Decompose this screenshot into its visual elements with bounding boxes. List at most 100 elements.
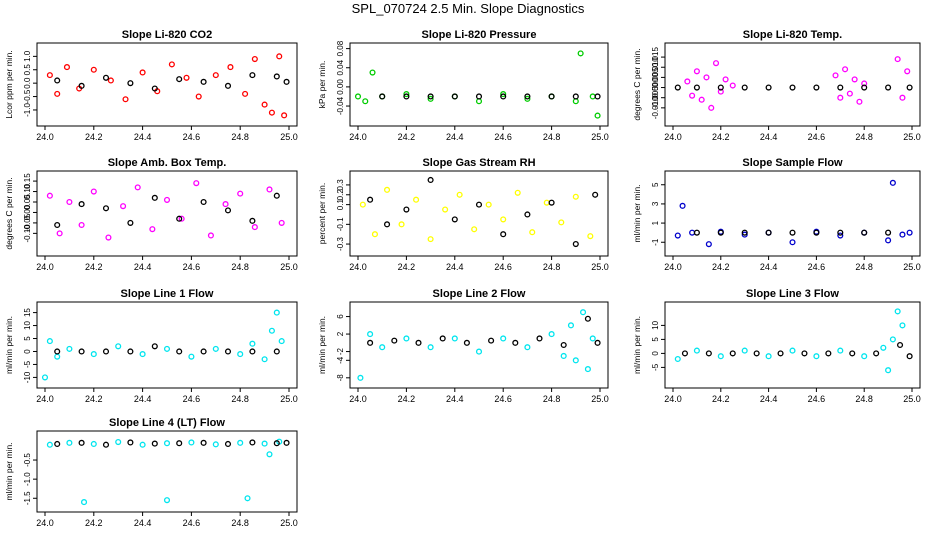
- data-point-black: [127, 219, 134, 226]
- data-point-colored: [207, 232, 214, 239]
- data-point-colored: [514, 189, 521, 196]
- chart-title: Slope Amb. Box Temp.: [108, 157, 227, 169]
- data-point-black: [536, 335, 543, 342]
- data-point-colored: [107, 77, 114, 84]
- data-point-colored: [139, 351, 146, 358]
- data-point-black: [391, 337, 398, 344]
- y-tick-label: 0.0: [23, 77, 32, 89]
- y-tick-label: 0.00: [336, 79, 345, 95]
- data-point-black: [777, 350, 784, 357]
- data-point-colored: [183, 74, 190, 81]
- y-tick-label: 2: [336, 331, 345, 336]
- data-point-colored: [66, 345, 73, 352]
- data-point-colored: [765, 353, 772, 360]
- plot-frame: [36, 301, 298, 389]
- x-tick-label: 24.2: [398, 132, 416, 142]
- data-point-colored: [861, 353, 868, 360]
- data-point-black: [548, 199, 555, 206]
- data-point-colored: [722, 76, 729, 83]
- x-tick-label: 24.0: [349, 262, 367, 272]
- data-point-colored: [894, 308, 901, 315]
- data-point-colored: [813, 353, 820, 360]
- data-point-black: [176, 440, 183, 447]
- data-point-colored: [572, 357, 579, 364]
- x-tick-label: 25.0: [280, 132, 298, 142]
- data-point-black: [200, 439, 207, 446]
- data-point-black: [572, 93, 579, 100]
- x-tick-label: 24.4: [134, 518, 152, 528]
- data-point-black: [273, 73, 280, 80]
- data-point-colored: [851, 76, 858, 83]
- x-tick-label: 24.6: [808, 132, 826, 142]
- data-point-colored: [63, 64, 71, 71]
- plot-frame: [349, 42, 609, 127]
- x-tick-label: 24.2: [85, 132, 103, 142]
- data-point-black: [885, 84, 892, 91]
- data-point-colored: [276, 53, 283, 60]
- x-tick-label: 24.4: [134, 394, 152, 404]
- data-point-colored: [244, 495, 251, 502]
- data-point-black: [415, 339, 422, 346]
- data-point-colored: [178, 215, 185, 222]
- data-point-colored: [729, 82, 736, 89]
- y-tick-label: 0.15: [23, 173, 32, 189]
- data-point-black: [500, 231, 507, 238]
- data-point-colored: [889, 179, 896, 186]
- plot-frame: [664, 301, 921, 389]
- data-point-colored: [846, 90, 853, 97]
- data-point-black: [283, 78, 290, 85]
- y-axis-label: ml/min per min.: [4, 316, 14, 374]
- data-point-colored: [115, 439, 122, 446]
- x-tick-label: 24.2: [85, 262, 103, 272]
- x-tick-label: 24.0: [349, 132, 367, 142]
- data-point-colored: [227, 64, 234, 71]
- x-tick-label: 24.2: [712, 262, 730, 272]
- data-point-colored: [261, 101, 268, 108]
- data-point-black: [427, 176, 434, 184]
- data-point-black: [896, 341, 904, 349]
- data-point-colored: [572, 193, 579, 200]
- data-point-colored: [587, 233, 594, 240]
- data-point-colored: [163, 196, 171, 203]
- data-point-colored: [856, 98, 863, 105]
- x-tick-label: 25.0: [591, 132, 609, 142]
- x-tick-label: 24.2: [712, 394, 730, 404]
- data-point-colored: [906, 229, 913, 236]
- chart-panel-10: Slope Line 4 (LT) Flow 24.0 24.2 24.4 24.6 24…: [4, 417, 298, 528]
- y-axis-label: percent per min.: [317, 183, 327, 244]
- chart-title: Slope Gas Stream RH: [422, 157, 535, 169]
- y-tick-label: -0.04: [336, 96, 345, 115]
- chart-title: Slope Sample Flow: [742, 157, 843, 169]
- data-point-colored: [222, 201, 229, 208]
- data-point-colored: [46, 192, 53, 199]
- data-point-black: [78, 439, 85, 446]
- x-tick-label: 24.6: [183, 262, 201, 272]
- x-tick-label: 24.0: [36, 132, 54, 142]
- data-point-colored: [684, 78, 691, 85]
- y-tick-label: 0.000: [651, 77, 660, 98]
- y-tick-label: 0.005: [651, 67, 660, 88]
- data-point-black: [813, 229, 820, 236]
- data-point-black: [741, 229, 748, 236]
- data-point-colored: [679, 202, 686, 209]
- data-point-black: [906, 84, 913, 91]
- y-tick-label: -0.010: [651, 96, 660, 119]
- data-point-colored: [880, 344, 887, 351]
- data-point-black: [54, 221, 61, 229]
- y-tick-label: -0.005: [651, 86, 660, 109]
- data-point-black: [801, 350, 808, 357]
- data-point-colored: [149, 226, 156, 233]
- data-points: [46, 180, 285, 241]
- chart-panel-1: Slope Li-820 CO2 24.0 24.2 24.4 24.6 24.8 25.0…: [4, 29, 298, 142]
- data-point-black: [861, 84, 868, 91]
- data-point-black: [200, 198, 207, 206]
- data-point-colored: [90, 66, 97, 73]
- x-tick-label: 24.6: [808, 262, 826, 272]
- x-tick-label: 24.8: [855, 394, 873, 404]
- x-tick-label: 24.6: [494, 262, 512, 272]
- x-tick-label: 24.0: [36, 518, 54, 528]
- data-point-colored: [188, 353, 195, 360]
- data-point-colored: [212, 441, 219, 448]
- data-point-colored: [577, 50, 584, 57]
- data-point-colored: [122, 96, 129, 103]
